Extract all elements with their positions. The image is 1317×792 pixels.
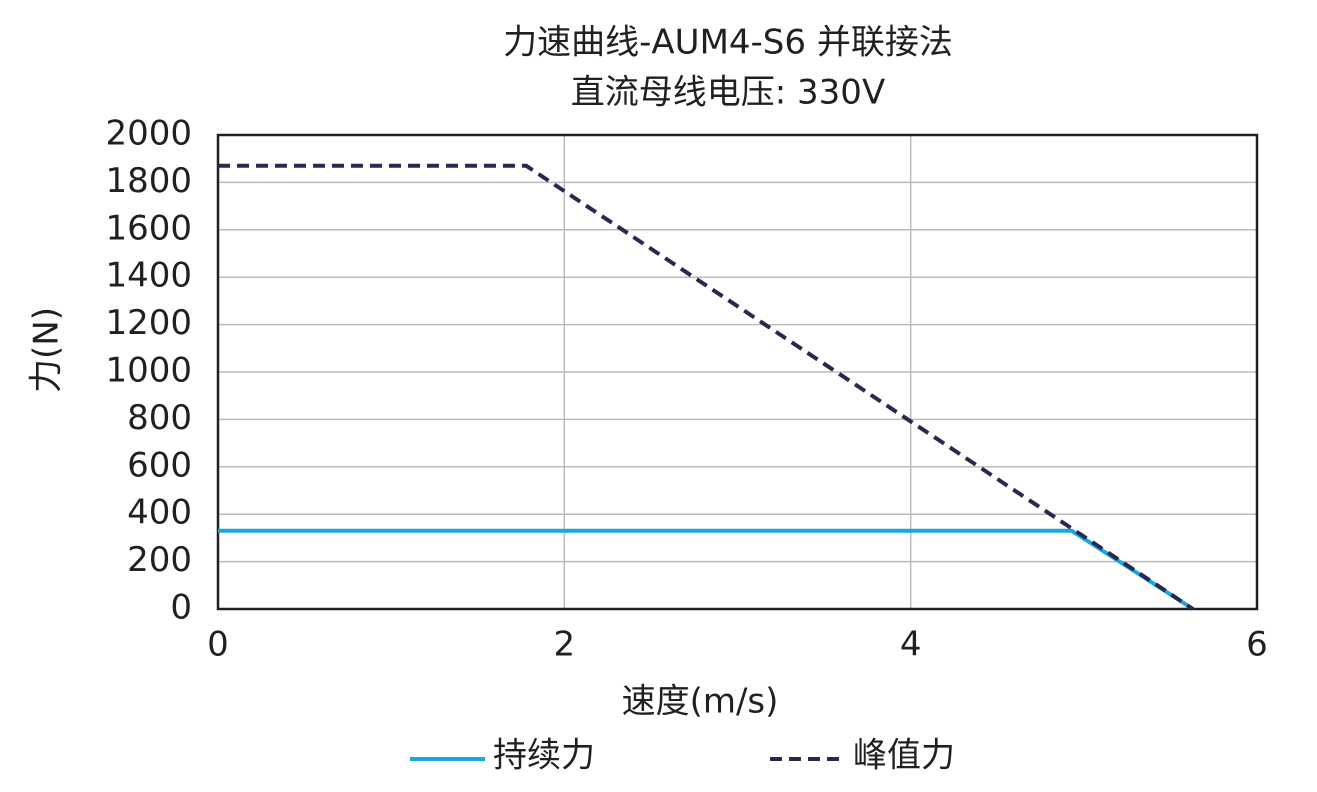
y-tick-label: 1200 <box>105 303 192 343</box>
chart-title: 力速曲线-AUM4-S6 并联接法 <box>503 23 953 63</box>
x-tick-label: 6 <box>1246 625 1268 665</box>
y-tick-label: 800 <box>127 398 192 438</box>
x-tick-label: 4 <box>900 625 922 665</box>
y-tick-label: 200 <box>127 540 192 580</box>
y-tick-label: 0 <box>170 588 192 628</box>
plot-frame <box>216 133 1259 611</box>
y-tick-label: 600 <box>127 445 192 485</box>
x-axis-label: 速度(m/s) <box>622 682 779 722</box>
y-tick-label: 1000 <box>105 351 192 391</box>
x-tick-label: 2 <box>554 625 576 665</box>
y-tick-label: 2000 <box>105 114 192 154</box>
y-tick-label: 400 <box>127 493 192 533</box>
legend-label: 持续力 <box>493 736 595 776</box>
series-line <box>218 163 1195 611</box>
x-tick-label: 0 <box>207 625 229 665</box>
legend-label: 峰值力 <box>853 736 955 776</box>
chart-subtitle: 直流母线电压: 330V <box>571 73 885 113</box>
y-tick-label: 1600 <box>105 208 192 248</box>
y-tick-label: 1400 <box>105 256 192 296</box>
y-axis-label: 力(N) <box>27 307 67 393</box>
series-line <box>218 528 1195 611</box>
y-tick-label: 1800 <box>105 161 192 201</box>
